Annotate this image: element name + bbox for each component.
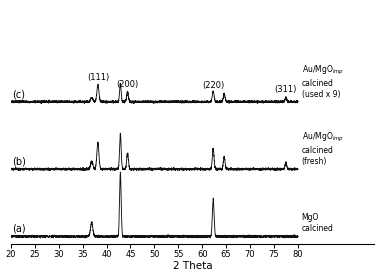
Text: (220): (220) (203, 81, 225, 90)
Text: (311): (311) (275, 85, 297, 94)
Text: Au/MgO$_{imp}$
calcined
(used x 9): Au/MgO$_{imp}$ calcined (used x 9) (302, 64, 344, 99)
Text: (200): (200) (116, 80, 139, 89)
X-axis label: 2 Theta: 2 Theta (173, 261, 212, 271)
Text: (c): (c) (12, 89, 25, 99)
Text: MgO
calcined: MgO calcined (302, 214, 334, 233)
Text: (111): (111) (87, 73, 109, 82)
Text: Au/MgO$_{imp}$
calcined
(fresh): Au/MgO$_{imp}$ calcined (fresh) (302, 131, 344, 166)
Text: (a): (a) (12, 224, 26, 234)
Text: (b): (b) (12, 157, 26, 166)
